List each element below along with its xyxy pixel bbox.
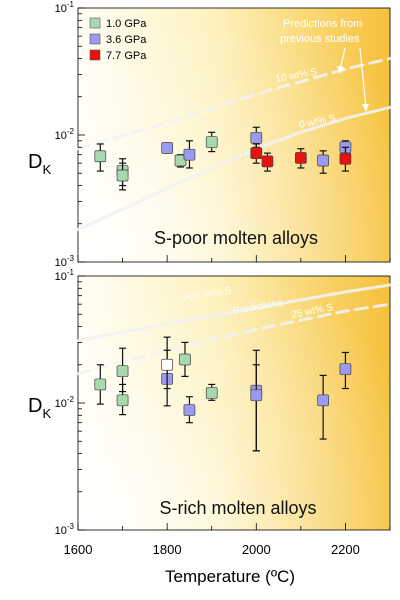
panel-caption: S-rich molten alloys	[159, 498, 316, 518]
axis-ticks: 10-1 10-2 10-3 1600 1800 2000 2200	[55, 268, 391, 557]
x-tick-label: 1800	[153, 542, 182, 557]
panel-s-poor: 10-110-210-3 DK 1.0 GPa 3.6 GPa 7.7 GPa …	[28, 0, 392, 269]
annotation-line-1: Predictions from	[283, 18, 362, 30]
plot-area-glow	[78, 8, 390, 262]
data-points	[94, 336, 352, 452]
y-tick-label: 10-1	[55, 0, 75, 15]
y-tick-label: 10-1	[55, 268, 75, 283]
prediction-curves	[76, 283, 392, 376]
data-point-3-6-gpa	[339, 363, 352, 375]
data-point-7-7-gpa	[339, 152, 352, 165]
legend-label-3: 7.7 GPa	[106, 50, 147, 62]
y-tick-label: 10-2	[55, 395, 75, 410]
legend-swatch-1	[89, 17, 101, 29]
y-tick-label: 10-2	[55, 127, 75, 142]
data-point-3-6-gpa	[183, 148, 196, 161]
panel-caption: S-poor molten alloys	[154, 228, 318, 248]
prediction-curve-2	[76, 105, 392, 232]
data-point-1-0-gpa	[205, 387, 218, 399]
x-tick-label: 1600	[64, 542, 93, 557]
data-point-3-6-gpa	[161, 142, 173, 154]
data-points	[94, 126, 352, 191]
annotation-arrow-2	[359, 47, 367, 109]
data-point-1-0-gpa	[116, 394, 129, 407]
annotation-line-2: previous studies	[280, 33, 360, 45]
data-point-1-0-gpa	[116, 365, 129, 378]
legend: 1.0 GPa 3.6 GPa 7.7 GPa	[89, 17, 147, 62]
data-point-1-0-gpa	[94, 378, 107, 391]
data-point-3-6-gpa	[183, 404, 196, 416]
x-tick-label: 2200	[331, 542, 360, 557]
prediction-curve-2	[76, 302, 392, 376]
data-point-1-0-gpa	[205, 136, 218, 148]
y-axis-label: DK	[28, 395, 51, 421]
y-tick-label: 10-3	[55, 522, 75, 537]
data-point-7-7-gpa	[295, 152, 307, 164]
annotation-arrowhead-2	[362, 104, 369, 112]
x-tick-label: 2000	[242, 542, 271, 557]
legend-swatch-2	[89, 33, 101, 45]
data-point-white	[161, 358, 173, 371]
data-point-3-6-gpa	[250, 131, 263, 144]
data-point-1-0-gpa	[179, 353, 191, 366]
plot-area-glow	[78, 276, 390, 530]
prediction-curve-1	[76, 57, 392, 151]
data-point-7-7-gpa	[261, 155, 274, 168]
predictions-annotation: Predictions from previous studies	[280, 18, 369, 112]
legend-label-1: 1.0 GPa	[106, 18, 147, 30]
axis-ticks: 10-1 10-2 10-3	[55, 0, 391, 269]
legend-label-2: 3.6 GPa	[106, 34, 147, 46]
x-axis-label: Temperature (ºC)	[165, 567, 295, 586]
legend-swatch-3	[89, 49, 101, 61]
data-point-7-7-gpa	[250, 147, 263, 159]
annotation-arrow-1	[339, 47, 346, 71]
annotation-arrowhead-1	[337, 66, 344, 74]
data-point-1-0-gpa	[94, 150, 107, 163]
data-point-3-6-gpa	[250, 389, 263, 402]
prediction-curves	[76, 57, 392, 232]
y-axis-label: DK	[28, 151, 51, 177]
data-point-3-6-gpa	[317, 154, 329, 167]
prediction-curve-1	[76, 283, 392, 343]
data-point-3-6-gpa	[317, 394, 329, 407]
y-tick-label: 10-3	[55, 254, 75, 269]
data-point-1-0-gpa	[116, 169, 129, 182]
